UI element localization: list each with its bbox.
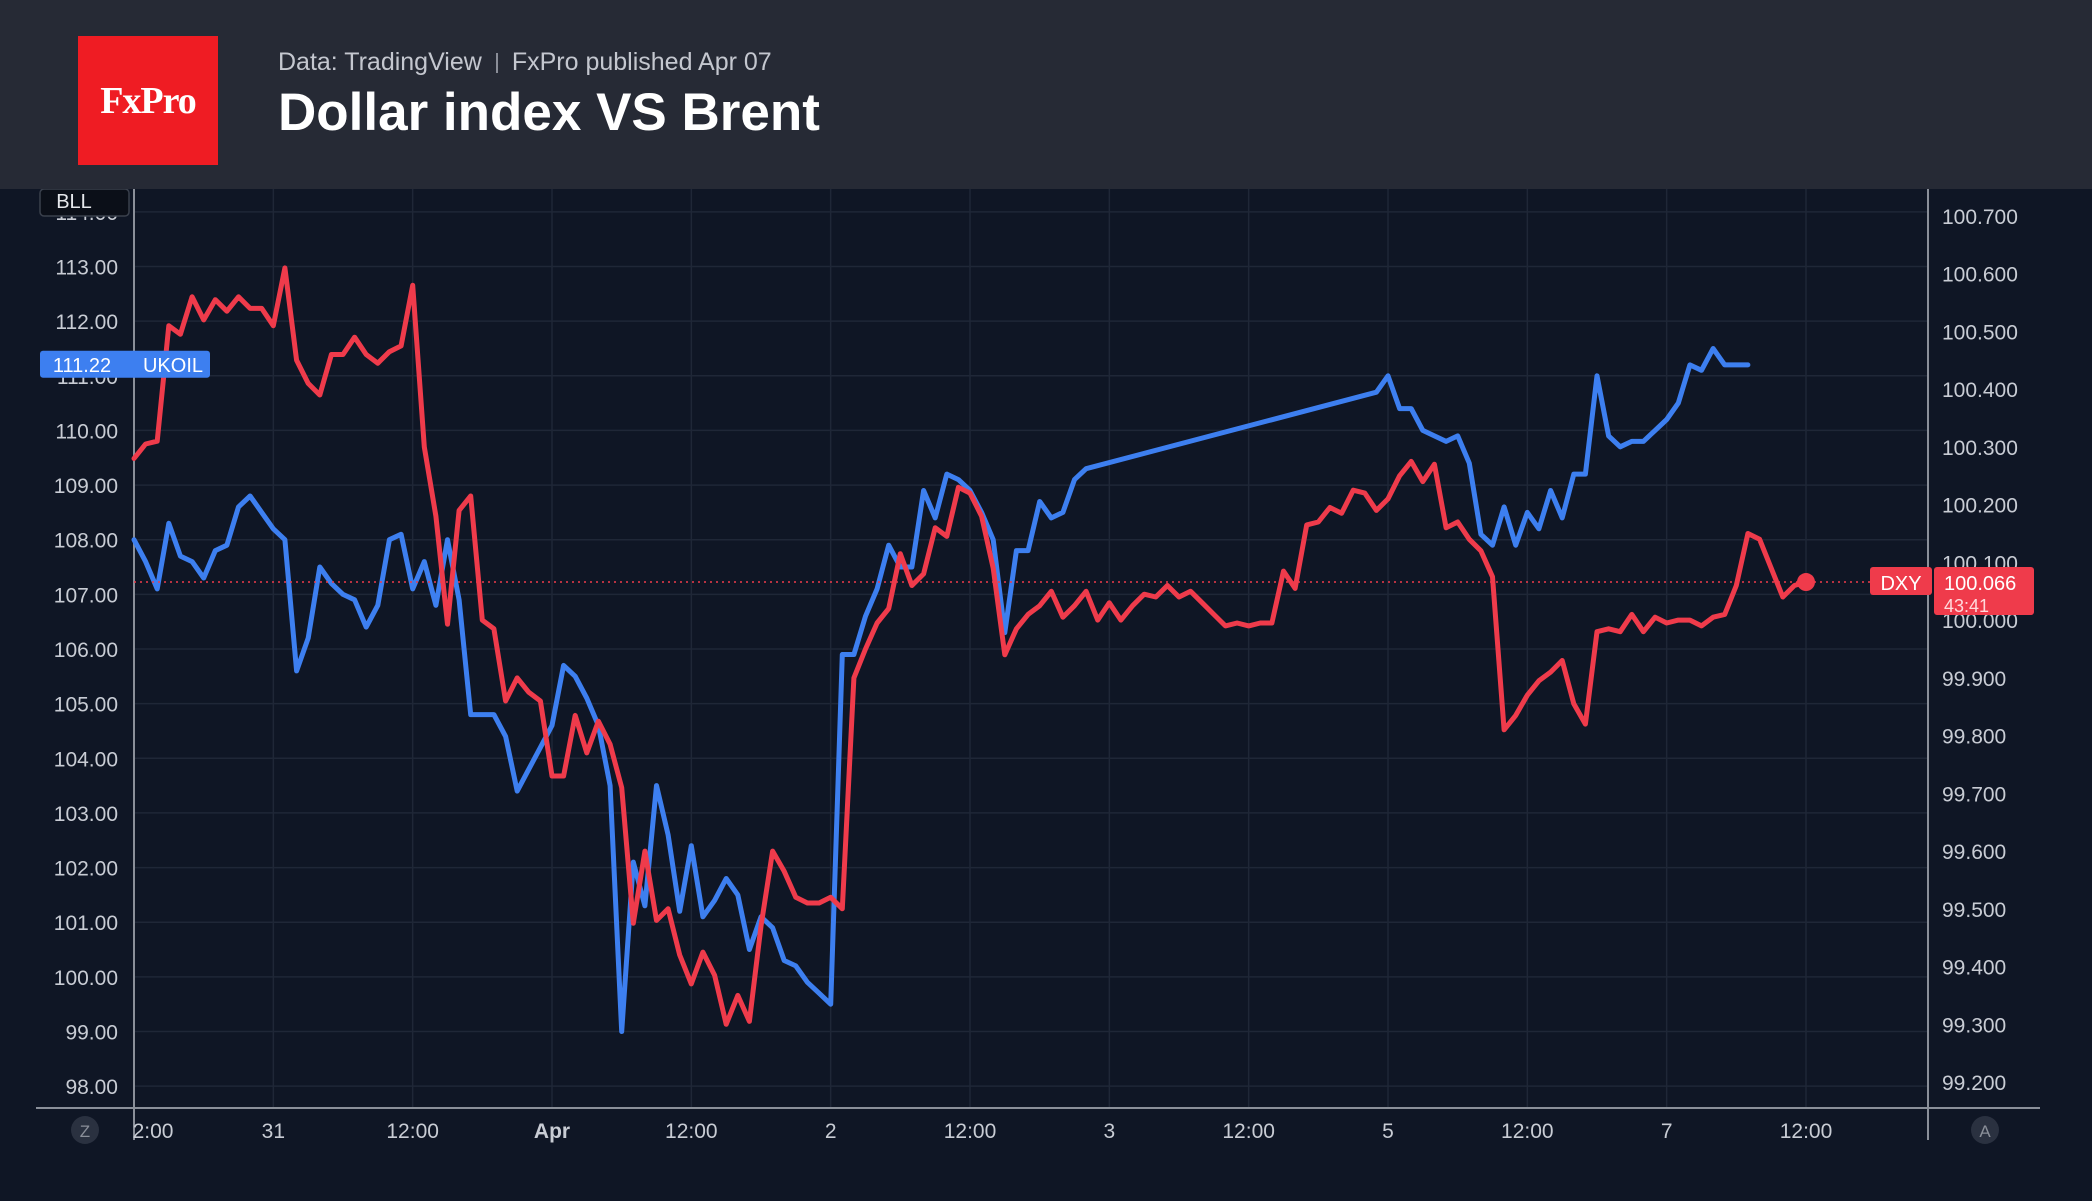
page-title: Dollar index VS Brent bbox=[278, 83, 820, 142]
published-date: FxPro published Apr 07 bbox=[511, 48, 772, 76]
ukoil-series-name: UKOIL bbox=[143, 355, 203, 377]
x-tick-label: 12:00 bbox=[665, 1120, 718, 1143]
x-tick-label: 12:00 bbox=[386, 1120, 439, 1143]
chart-svg[interactable]: 114.00113.00112.00111.00110.00109.00108.… bbox=[0, 188, 2092, 1196]
header: FxPro Data: TradingView FxPro published … bbox=[0, 0, 2092, 189]
right-tick-label: 100.300 bbox=[1942, 437, 2018, 460]
right-tick-label: 100.200 bbox=[1942, 495, 2018, 518]
x-tick-label: 12:00 bbox=[1501, 1120, 1554, 1143]
right-tick-label: 99.900 bbox=[1942, 668, 2006, 691]
x-tick-label: Apr bbox=[534, 1120, 570, 1143]
left-tick-label: 107.00 bbox=[54, 584, 118, 607]
x-tick-label: 2:00 bbox=[133, 1120, 174, 1143]
right-tick-label: 99.700 bbox=[1942, 783, 2006, 806]
right-tick-label: 100.400 bbox=[1942, 379, 2018, 402]
left-tick-label: 100.00 bbox=[54, 967, 118, 990]
left-tick-label: 99.00 bbox=[65, 1022, 118, 1045]
right-corner-label: A bbox=[1979, 1122, 1991, 1141]
symbol-badge[interactable] bbox=[39, 188, 130, 217]
right-tick-label: 99.400 bbox=[1942, 957, 2006, 980]
right-tick-label: 99.800 bbox=[1942, 726, 2006, 749]
dxy-last-value: 100.066 bbox=[1944, 573, 2016, 595]
dxy-price-badge bbox=[1934, 567, 2034, 616]
right-tick-label: 100.600 bbox=[1942, 264, 2018, 287]
left-tick-label: 102.00 bbox=[54, 858, 118, 881]
left-tick-label: 106.00 bbox=[54, 639, 118, 662]
x-tick-label: 12:00 bbox=[944, 1120, 997, 1143]
left-corner-label: Z bbox=[80, 1122, 90, 1141]
right-tick-label: 99.300 bbox=[1942, 1014, 2006, 1037]
left-tick-label: 105.00 bbox=[54, 694, 118, 717]
right-tick-label: 99.200 bbox=[1942, 1072, 2006, 1095]
fxpro-logo: FxPro bbox=[78, 36, 218, 165]
right-tick-label: 99.600 bbox=[1942, 841, 2006, 864]
ukoil-line bbox=[131, 346, 1751, 1034]
dxy-last-point bbox=[1797, 573, 1815, 592]
left-corner-button[interactable] bbox=[71, 1116, 99, 1144]
x-tick-label: 12:00 bbox=[1780, 1120, 1833, 1143]
left-tick-label: 108.00 bbox=[54, 530, 118, 553]
x-tick-label: 7 bbox=[1661, 1120, 1673, 1143]
logo-text: FxPro bbox=[100, 79, 197, 122]
right-tick-label: 100.500 bbox=[1942, 321, 2018, 344]
symbol-badge-label: BLL bbox=[56, 191, 92, 213]
left-tick-label: 104.00 bbox=[54, 748, 118, 771]
left-tick-label: 110.00 bbox=[55, 420, 118, 443]
x-tick-label: 5 bbox=[1382, 1120, 1394, 1143]
left-tick-label: 98.00 bbox=[65, 1076, 118, 1099]
dxy-countdown: 43:41 bbox=[1944, 596, 1989, 616]
source-line: Data: TradingView FxPro published Apr 07 bbox=[278, 48, 772, 77]
right-tick-label: 100.000 bbox=[1942, 610, 2018, 633]
left-tick-label: 103.00 bbox=[54, 803, 118, 826]
ukoil-last-value: 111.22 bbox=[53, 355, 111, 377]
separator bbox=[495, 52, 498, 73]
x-tick-label: 12:00 bbox=[1222, 1120, 1275, 1143]
right-corner-button[interactable] bbox=[1971, 1116, 1999, 1144]
right-tick-label: 99.500 bbox=[1942, 899, 2006, 922]
left-tick-label: 112.00 bbox=[55, 311, 118, 334]
x-tick-label: 3 bbox=[1103, 1120, 1115, 1143]
dxy-series-name: DXY bbox=[1880, 573, 1921, 595]
dxy-line bbox=[131, 265, 1809, 1027]
left-tick-label: 113.00 bbox=[55, 257, 118, 280]
dxy-name-badge bbox=[1870, 567, 1932, 596]
x-tick-label: 2 bbox=[825, 1120, 837, 1143]
data-source: Data: TradingView bbox=[278, 48, 482, 76]
chart-area: 114.00113.00112.00111.00110.00109.00108.… bbox=[0, 188, 2092, 1196]
left-tick-label: 109.00 bbox=[54, 475, 118, 498]
right-tick-label: 100.700 bbox=[1942, 206, 2018, 229]
x-tick-label: 31 bbox=[262, 1120, 285, 1143]
ukoil-price-badge bbox=[40, 350, 210, 378]
left-tick-label: 101.00 bbox=[54, 912, 118, 935]
